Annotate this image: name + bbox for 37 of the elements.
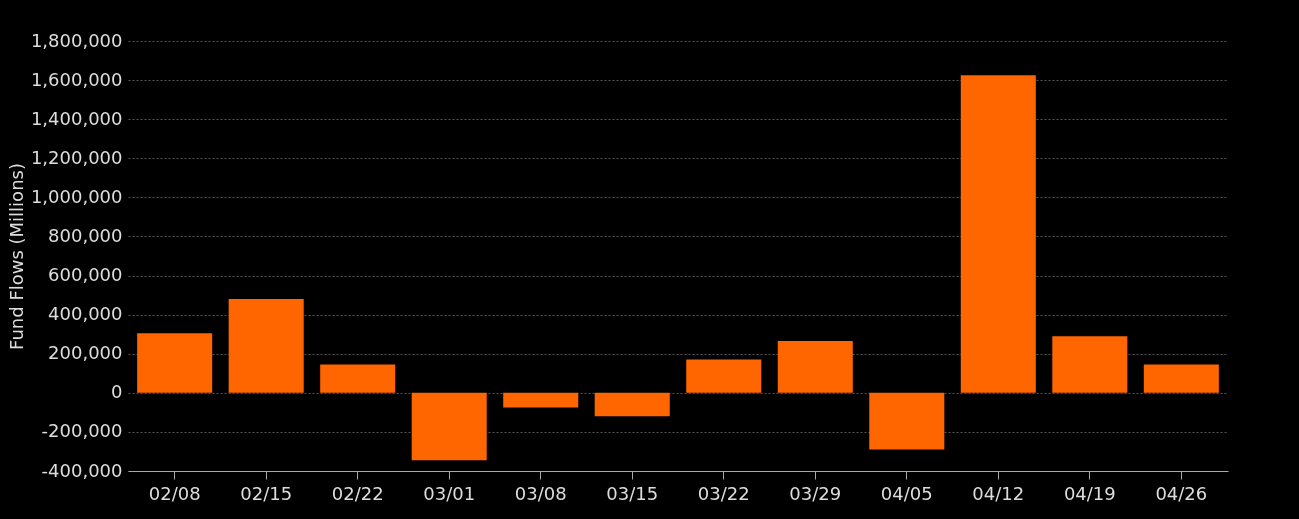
y-tick-label: -200,000 bbox=[41, 420, 123, 442]
x-tick-label: 04/12 bbox=[972, 482, 1025, 504]
x-tick-label: 02/08 bbox=[148, 482, 201, 504]
x-tick-label: 03/29 bbox=[789, 482, 842, 504]
y-tick-label: 1,200,000 bbox=[30, 146, 123, 168]
bar bbox=[869, 392, 945, 450]
x-tick-label: 04/19 bbox=[1063, 482, 1116, 504]
y-axis-title: Fund Flows (Millions) bbox=[5, 163, 27, 350]
bar bbox=[686, 359, 762, 393]
bar bbox=[594, 392, 670, 417]
y-tick-label: 600,000 bbox=[48, 264, 123, 286]
x-tick-label: 02/22 bbox=[331, 482, 384, 504]
y-tick-label: 1,800,000 bbox=[30, 29, 123, 51]
bar bbox=[137, 333, 213, 393]
y-tick-label: 800,000 bbox=[48, 224, 123, 246]
x-tick-label: 03/22 bbox=[697, 482, 750, 504]
y-tick-label: 400,000 bbox=[48, 303, 123, 325]
x-tick-label: 03/15 bbox=[606, 482, 659, 504]
x-tick-label: 02/15 bbox=[240, 482, 293, 504]
x-tick-label: 04/05 bbox=[880, 482, 933, 504]
bar bbox=[777, 341, 853, 393]
x-tick-label: 03/01 bbox=[423, 482, 476, 504]
y-tick-label: 1,600,000 bbox=[30, 68, 123, 90]
x-tick-label: 03/08 bbox=[514, 482, 567, 504]
bar bbox=[228, 299, 304, 393]
y-tick-label: 200,000 bbox=[48, 342, 123, 364]
bar bbox=[1143, 364, 1219, 393]
bar bbox=[320, 364, 396, 393]
bar bbox=[411, 392, 487, 461]
bar bbox=[1052, 336, 1128, 393]
bar bbox=[503, 392, 579, 408]
y-tick-label: -400,000 bbox=[41, 459, 123, 481]
y-tick-label: 1,000,000 bbox=[30, 185, 123, 207]
bar bbox=[960, 75, 1036, 393]
y-tick-label: 0 bbox=[111, 381, 123, 403]
x-tick-label: 04/26 bbox=[1155, 482, 1208, 504]
y-tick-label: 1,400,000 bbox=[30, 107, 123, 129]
